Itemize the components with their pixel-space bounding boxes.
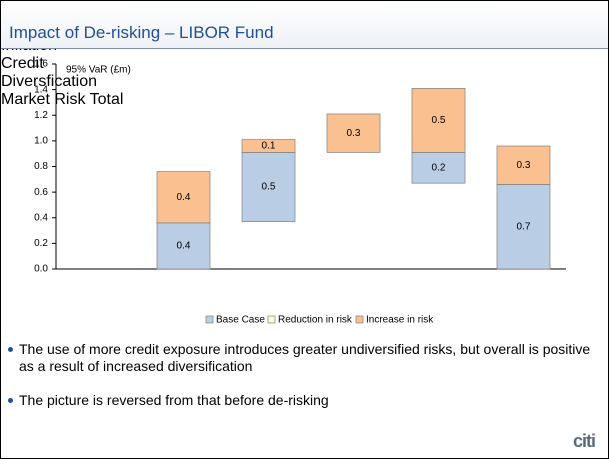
y-tick-label: 0.4 xyxy=(34,212,48,223)
axis-label: 95% VaR (£m) xyxy=(66,65,131,76)
value-label: 0.5 xyxy=(432,115,446,126)
value-label: 0.3 xyxy=(347,128,361,139)
bar-segment xyxy=(241,152,296,222)
y-tick-label: 0.2 xyxy=(34,238,48,249)
y-tick-label: 0.0 xyxy=(34,264,48,275)
legend-swatch xyxy=(355,315,364,324)
bar-segment xyxy=(156,171,211,224)
bar-segment xyxy=(326,113,381,153)
logo: citi xyxy=(573,431,596,451)
bullet-list: The use of more credit exposure introduc… xyxy=(5,341,595,426)
bar-segment xyxy=(496,184,551,270)
y-tick-label: 1.4 xyxy=(34,84,48,95)
x-tick-label: Credit xyxy=(1,55,44,72)
bar-segment xyxy=(496,145,551,185)
value-label: 0.1 xyxy=(262,141,276,152)
title-bar: Impact of De-risking – LIBOR Fund xyxy=(1,1,608,49)
bar-segment xyxy=(411,152,466,184)
legend-swatch xyxy=(205,315,214,324)
value-label: 0.7 xyxy=(517,221,531,232)
legend-label: Increase in risk xyxy=(366,315,434,326)
value-label: 0.5 xyxy=(262,182,276,193)
bullet: The picture is reversed from that before… xyxy=(5,392,595,409)
value-label: 0.4 xyxy=(177,192,191,203)
y-tick-label: 1.0 xyxy=(34,136,48,147)
bar-segment xyxy=(411,87,466,153)
x-tick-label: Market Risk Total xyxy=(1,91,124,108)
chart: 95% VaR (£m) 0.0 0.2 0.4 0.6 0.8 1.0 1.2 1.4 1.6 0… xyxy=(34,59,566,326)
y-tick-label: 1.6 xyxy=(34,59,48,70)
value-label: 0.3 xyxy=(517,160,531,171)
bullet: The use of more credit exposure introduc… xyxy=(5,341,595,375)
legend-label: Base Case xyxy=(216,315,265,326)
y-tick-label: 0.8 xyxy=(34,161,48,172)
legend-swatch xyxy=(267,315,276,324)
x-tick-label: Diversfication xyxy=(1,73,98,90)
value-label: 0.4 xyxy=(177,241,191,252)
bar-segment xyxy=(241,139,296,153)
bar-segment xyxy=(242,222,295,269)
bar-segment xyxy=(412,183,465,269)
bar-segment xyxy=(327,152,380,269)
y-tick-label: 1.2 xyxy=(34,110,48,121)
slide-title: Impact of De-risking – LIBOR Fund xyxy=(9,23,274,42)
bar-segment xyxy=(156,222,211,270)
legend-label: Reduction in risk xyxy=(278,315,353,326)
value-label: 0.2 xyxy=(432,162,446,173)
y-tick-label: 0.6 xyxy=(34,187,48,198)
